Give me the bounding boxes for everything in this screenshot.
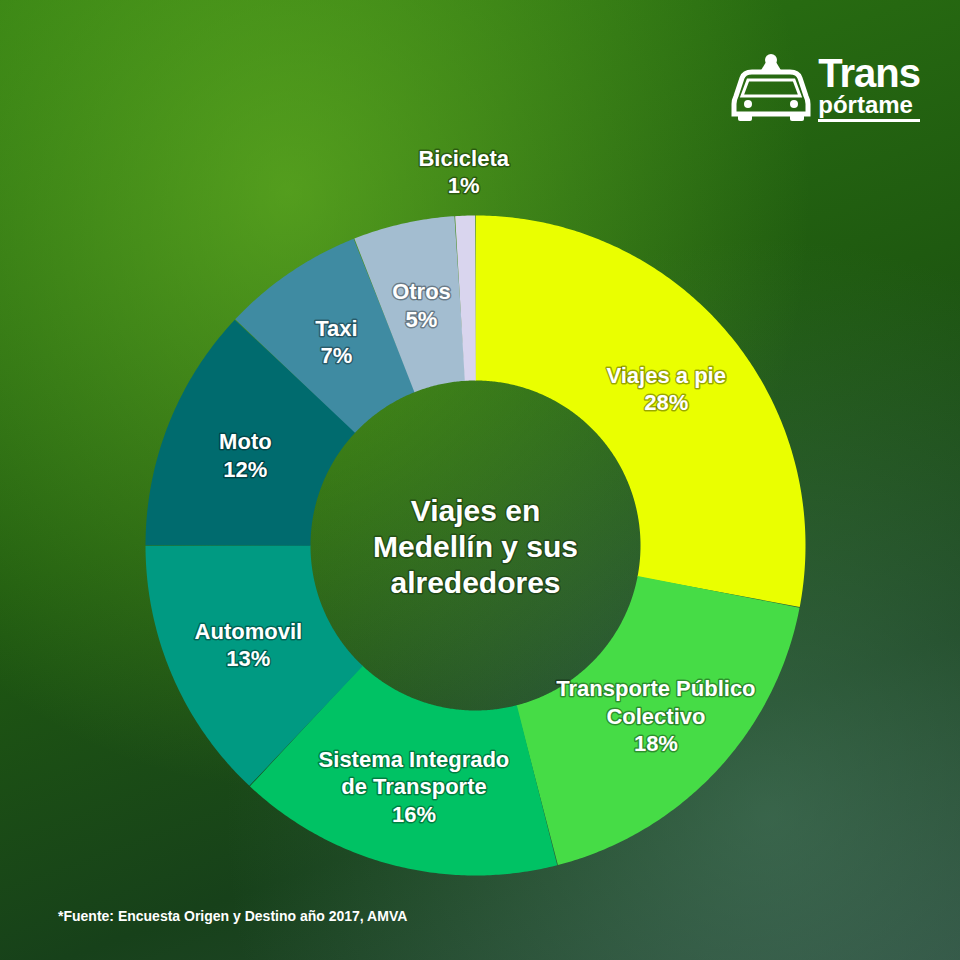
- svg-text:Bicicleta1%: Bicicleta1%: [418, 146, 509, 199]
- html-text:Trans: Trans: [818, 50, 920, 95]
- svg-text:Viajes enMedellín y susalreded: Viajes enMedellín y susalrededores: [373, 494, 578, 599]
- html-text:pórtame: pórtame: [818, 90, 913, 118]
- svg-text:Moto12%: Moto12%: [219, 429, 272, 482]
- svg-text:Otros5%: Otros5%: [392, 279, 451, 332]
- html-text:*Fuente: Encuesta Origen y Des: *Fuente: Encuesta Origen y Destino año 2…: [58, 908, 408, 924]
- svg-text:Taxi7%: Taxi7%: [315, 316, 357, 369]
- svg-text:Viajes a pie28%: Viajes a pie28%: [606, 363, 725, 416]
- svg-text:Sistema Integradode Transporte: Sistema Integradode Transporte16%: [319, 747, 510, 827]
- svg-text:Automovil13%: Automovil13%: [195, 619, 303, 672]
- svg-text:Transporte PúblicoColectivo18%: Transporte PúblicoColectivo18%: [556, 676, 755, 756]
